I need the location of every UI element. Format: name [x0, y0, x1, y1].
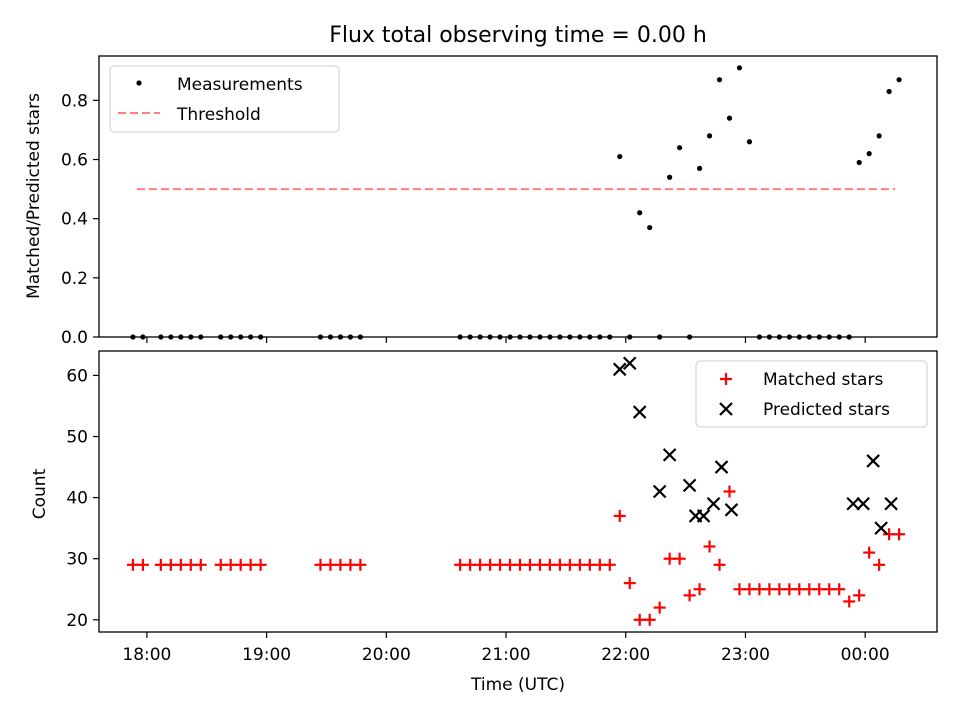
- measurement-point: [746, 139, 753, 145]
- bottom-y-axis-label: Count: [30, 468, 50, 519]
- matched-star-point: [833, 583, 846, 596]
- top-axes-frame: [98, 55, 938, 338]
- top-y-tick-label-1: 0.2: [61, 269, 88, 289]
- measurement-point: [706, 133, 713, 139]
- matched-star-point: [603, 558, 616, 571]
- matched-star-point: [843, 595, 856, 608]
- predicted-star-point: [632, 405, 647, 419]
- matched-star-point: [653, 601, 666, 614]
- matched-star-point: [683, 589, 696, 602]
- matched-star-point: [623, 577, 636, 590]
- predicted-star-point: [662, 448, 677, 462]
- predicted-star-point: [714, 460, 729, 474]
- predicted-star-point: [856, 496, 870, 511]
- ratio-panel: Matched/Predicted stars 0.00.20.40.60.8 …: [24, 55, 938, 348]
- top-y-tick-label-0: 0.0: [61, 328, 88, 348]
- bottom-legend-box: [695, 360, 928, 428]
- bottom-legend: Matched stars Predicted stars: [695, 360, 928, 428]
- measurement-point: [716, 77, 723, 83]
- matched-star-point: [723, 485, 736, 498]
- bottom-y-tick-label-3: 50: [66, 428, 88, 448]
- predicted-star-point: [724, 503, 739, 517]
- figure-title: Flux total observing time = 0.00 h: [329, 23, 707, 48]
- matched-star-point: [863, 546, 876, 559]
- legend-predicted-label: Predicted stars: [763, 400, 890, 420]
- legend-measurements-label: Measurements: [177, 75, 303, 95]
- measurement-point: [886, 88, 892, 95]
- top-legend-box: [109, 65, 340, 133]
- matched-star-point: [354, 558, 367, 571]
- matched-star-point: [613, 509, 626, 522]
- predicted-star-point: [696, 509, 711, 523]
- predicted-star-point: [612, 362, 627, 377]
- bottom-y-tick-label-1: 30: [66, 550, 88, 570]
- matched-star-point: [643, 613, 656, 626]
- measurement-point: [617, 153, 623, 160]
- measurement-point: [736, 65, 743, 71]
- predicted-star-point: [884, 496, 898, 511]
- x-tick-label-6: 00:00: [841, 645, 890, 665]
- matched-star-point: [136, 558, 149, 571]
- x-tick-label-2: 20:00: [362, 645, 411, 665]
- matched-star-point: [254, 558, 267, 571]
- predicted-star-point: [866, 454, 880, 468]
- predicted-star-point: [622, 356, 637, 370]
- predicted-star-point: [682, 478, 697, 493]
- predicted-star-point: [706, 496, 721, 511]
- measurement-point: [647, 224, 653, 231]
- count-panel: Count Time (UTC) 18:00 19:00 20:00 21:00 22:…: [30, 350, 938, 695]
- bottom-data-marks: [126, 356, 906, 626]
- x-tick-label-3: 21:00: [482, 645, 531, 665]
- legend-predicted-marker: [719, 402, 733, 416]
- matched-star-point: [853, 589, 866, 602]
- matched-star-point: [693, 583, 706, 596]
- x-tick-label-5: 23:00: [721, 645, 770, 665]
- matched-star-point: [673, 552, 686, 565]
- bottom-y-tick-label-4: 60: [66, 366, 88, 386]
- top-y-tick-label-3: 0.6: [61, 151, 88, 171]
- measurement-point: [667, 174, 673, 180]
- measurement-point: [866, 151, 872, 157]
- top-tick-marks: 0.0 0.2 0.4 0.6 0.8: [61, 91, 866, 348]
- matched-star-point: [873, 558, 886, 571]
- predicted-star-point: [874, 521, 888, 535]
- matched-star-point: [713, 558, 726, 571]
- matched-star-point: [703, 540, 716, 553]
- top-y-tick-label-4: 0.8: [61, 91, 88, 111]
- top-y-axis-label: Matched/Predicted stars: [24, 93, 44, 299]
- measurement-point: [637, 210, 643, 216]
- predicted-star-point: [846, 496, 860, 511]
- measurement-point: [696, 165, 703, 171]
- legend-matched-marker: [720, 373, 732, 385]
- measurement-point: [856, 159, 862, 166]
- measurement-point: [896, 77, 902, 83]
- measurement-point: [726, 115, 733, 121]
- x-tick-label-1: 19:00: [242, 645, 291, 665]
- legend-matched-label: Matched stars: [763, 370, 883, 390]
- matched-star-point: [893, 528, 906, 541]
- measurement-point: [876, 133, 882, 139]
- bottom-y-tick-label-2: 40: [66, 489, 88, 509]
- predicted-star-point: [652, 484, 667, 499]
- legend-threshold-label: Threshold: [176, 105, 261, 125]
- x-axis-label: Time (UTC): [470, 675, 565, 695]
- top-y-tick-label-2: 0.4: [61, 210, 88, 230]
- bottom-tick-marks: 18:00 19:00 20:00 21:00 22:00 23:00 00:00 20 30 4…: [66, 366, 889, 665]
- x-tick-label-0: 18:00: [122, 645, 171, 665]
- matched-star-point: [194, 558, 207, 571]
- bottom-axes-frame: [98, 350, 938, 633]
- x-tick-label-4: 22:00: [601, 645, 650, 665]
- bottom-y-tick-label-0: 20: [66, 611, 88, 631]
- measurement-point: [677, 145, 683, 151]
- legend-measurements-marker: [136, 80, 142, 86]
- top-legend: Measurements Threshold: [109, 65, 340, 133]
